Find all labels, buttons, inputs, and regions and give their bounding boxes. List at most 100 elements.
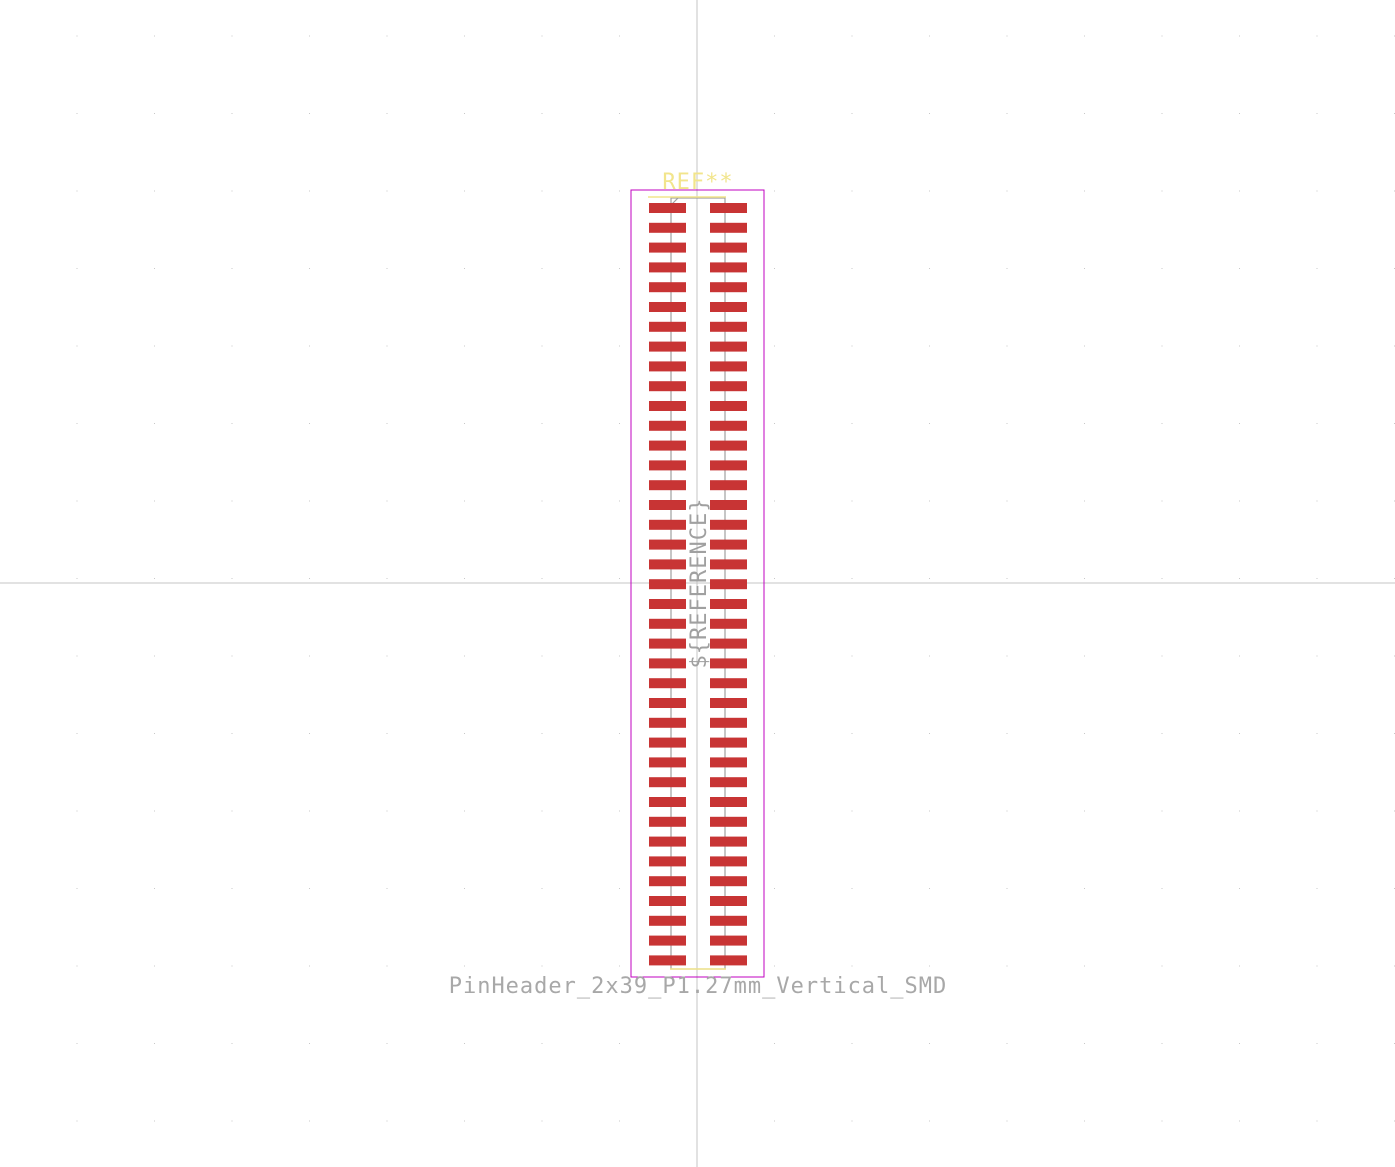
smd-pad[interactable]	[649, 698, 686, 708]
smd-pad[interactable]	[649, 519, 686, 530]
smd-pad[interactable]	[710, 618, 747, 629]
smd-pad[interactable]	[649, 816, 686, 827]
smd-pad[interactable]	[710, 401, 747, 411]
smd-pad[interactable]	[649, 480, 686, 491]
smd-pad[interactable]	[649, 955, 686, 966]
smd-pad[interactable]	[710, 955, 747, 966]
smd-pad[interactable]	[710, 242, 747, 253]
smd-pad[interactable]	[710, 262, 747, 273]
smd-pad[interactable]	[710, 440, 747, 451]
smd-pad[interactable]	[649, 638, 686, 649]
smd-pad[interactable]	[710, 678, 747, 689]
smd-pad[interactable]	[649, 262, 686, 273]
smd-pad[interactable]	[710, 777, 747, 788]
smd-pad[interactable]	[710, 717, 747, 728]
grid-dot	[774, 190, 775, 192]
smd-pad[interactable]	[710, 579, 747, 590]
smd-pad[interactable]	[710, 361, 747, 372]
grid-dot	[1006, 810, 1008, 812]
smd-pad[interactable]	[710, 480, 747, 491]
smd-pad[interactable]	[649, 935, 686, 946]
smd-pad[interactable]	[649, 599, 686, 609]
smd-pad[interactable]	[710, 559, 747, 570]
smd-pad[interactable]	[649, 500, 686, 510]
grid-dot	[774, 268, 775, 269]
grid-dot	[541, 888, 543, 889]
smd-pad[interactable]	[710, 321, 747, 332]
smd-pad[interactable]	[710, 203, 747, 213]
smd-pad[interactable]	[710, 302, 747, 312]
reference-label[interactable]: REF**	[662, 170, 733, 195]
smd-pad[interactable]	[710, 816, 747, 827]
grid-dot	[1161, 578, 1163, 579]
smd-pad[interactable]	[710, 797, 747, 807]
smd-pad[interactable]	[649, 579, 686, 590]
smd-pad[interactable]	[649, 341, 686, 352]
smd-pad[interactable]	[710, 500, 747, 510]
grid-dot	[1006, 1120, 1008, 1122]
smd-pad[interactable]	[649, 539, 686, 550]
smd-pad[interactable]	[649, 678, 686, 689]
smd-pad[interactable]	[710, 420, 747, 431]
smd-pad[interactable]	[710, 836, 747, 847]
smd-pad[interactable]	[649, 401, 686, 411]
smd-pad[interactable]	[710, 599, 747, 609]
smd-pad[interactable]	[649, 737, 686, 748]
smd-pad[interactable]	[710, 341, 747, 352]
smd-pad[interactable]	[649, 222, 686, 233]
grid-dot	[774, 113, 775, 114]
smd-pad[interactable]	[649, 361, 686, 372]
smd-pad[interactable]	[649, 460, 686, 471]
smd-pad[interactable]	[710, 896, 747, 906]
grid-dot	[309, 190, 310, 192]
smd-pad[interactable]	[710, 698, 747, 708]
smd-pad[interactable]	[710, 856, 747, 867]
smd-pad[interactable]	[649, 717, 686, 728]
smd-pad[interactable]	[710, 638, 747, 649]
smd-pad[interactable]	[649, 559, 686, 570]
smd-pad[interactable]	[649, 757, 686, 768]
smd-pad[interactable]	[649, 321, 686, 332]
smd-pad[interactable]	[649, 381, 686, 392]
grid-dot	[154, 113, 155, 114]
grid-dot	[464, 423, 465, 424]
smd-pad[interactable]	[710, 519, 747, 530]
smd-pad[interactable]	[710, 737, 747, 748]
smd-pad[interactable]	[649, 658, 686, 669]
grid-dot	[619, 423, 620, 424]
smd-pad[interactable]	[710, 539, 747, 550]
value-label[interactable]: PinHeader_2x39_P1.27mm_Vertical_SMD	[449, 974, 948, 999]
smd-pad[interactable]	[649, 420, 686, 431]
grid-dot	[619, 733, 620, 734]
smd-pad[interactable]	[710, 658, 747, 669]
grid-dot	[154, 655, 155, 657]
smd-pad[interactable]	[649, 440, 686, 451]
grid-dot	[619, 345, 620, 347]
smd-pad[interactable]	[649, 777, 686, 788]
smd-pad[interactable]	[710, 460, 747, 471]
smd-pad[interactable]	[649, 797, 686, 807]
grid-dot	[386, 655, 388, 657]
smd-pad[interactable]	[649, 876, 686, 887]
fab-reference-label[interactable]: ${REFERENCE}	[687, 498, 712, 669]
grid-dot	[1316, 1043, 1318, 1044]
smd-pad[interactable]	[710, 381, 747, 392]
smd-pad[interactable]	[710, 876, 747, 887]
smd-pad[interactable]	[649, 302, 686, 312]
smd-pad[interactable]	[649, 836, 686, 847]
grid-dot	[76, 655, 78, 657]
smd-pad[interactable]	[710, 282, 747, 293]
smd-pad[interactable]	[710, 915, 747, 926]
smd-pad[interactable]	[649, 203, 686, 213]
smd-pad[interactable]	[710, 757, 747, 768]
smd-pad[interactable]	[649, 856, 686, 867]
smd-pad[interactable]	[649, 618, 686, 629]
smd-pad[interactable]	[649, 242, 686, 253]
smd-pad[interactable]	[710, 222, 747, 233]
smd-pad[interactable]	[649, 282, 686, 293]
smd-pad[interactable]	[710, 935, 747, 946]
smd-pad[interactable]	[649, 915, 686, 926]
smd-pad[interactable]	[649, 896, 686, 906]
